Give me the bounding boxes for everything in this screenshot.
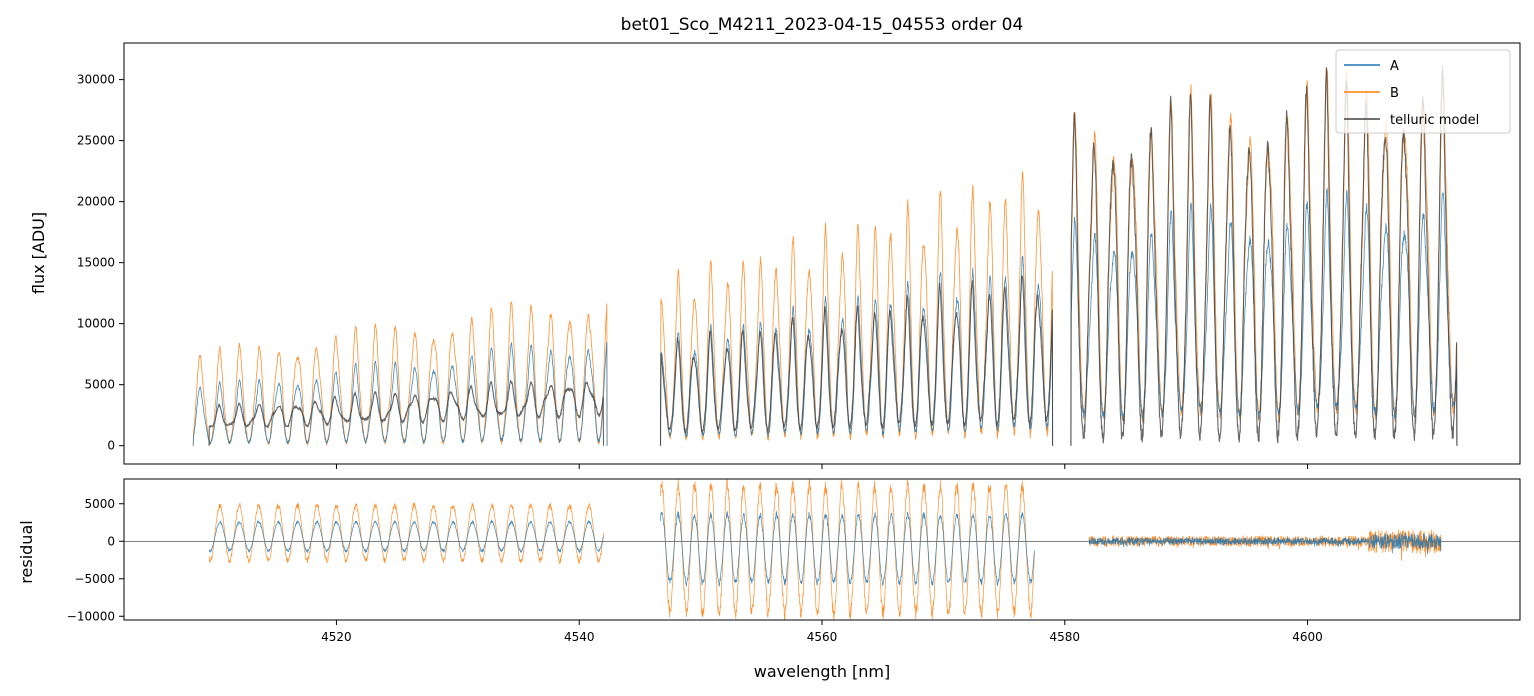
residual-b-segment-2 xyxy=(660,479,1035,620)
bottom-x-tick-label: 4540 xyxy=(564,630,595,644)
bottom-x-tick-label: 4560 xyxy=(807,630,838,644)
top-y-axis-label: flux [ADU] xyxy=(29,212,48,294)
top-y-tick-label: 10000 xyxy=(77,317,115,331)
bottom-y-axis-label: residual xyxy=(17,520,36,583)
series-b-segment-2 xyxy=(660,171,1053,446)
top-y-tick-label: 5000 xyxy=(84,378,115,392)
top-plot-area xyxy=(192,65,1458,447)
top-panel: 0 5000 10000 15000 20000 25000 30000 flux [ADU… xyxy=(29,42,1521,469)
bottom-x-tick-label: 4600 xyxy=(1292,630,1323,644)
top-y-tick-label: 0 xyxy=(107,439,115,453)
legend-frame xyxy=(1335,49,1511,134)
chart-title: bet01_Sco_M4211_2023-04-15_04553 order 0… xyxy=(621,15,1024,35)
legend: A B telluric model xyxy=(1335,49,1511,134)
top-y-tick-label: 25000 xyxy=(77,134,115,148)
bottom-y-tick-label: −5000 xyxy=(74,572,115,586)
x-axis-label: wavelength [nm] xyxy=(754,662,891,681)
top-y-tick-label: 20000 xyxy=(77,195,115,209)
legend-label-a: A xyxy=(1390,59,1399,74)
top-x-axis xyxy=(335,464,1309,469)
residual-a-segment-2 xyxy=(660,510,1035,587)
bottom-y-tick-label: 5000 xyxy=(84,497,115,511)
top-y-axis: 0 5000 10000 15000 20000 25000 30000 xyxy=(77,73,124,453)
bottom-y-tick-label: 0 xyxy=(107,534,115,548)
series-telluric-model-segment-1 xyxy=(208,379,605,446)
series-telluric-model-segment-2 xyxy=(659,275,1054,446)
bottom-x-tick-label: 4580 xyxy=(1050,630,1081,644)
series-telluric-model-segment-3 xyxy=(1070,65,1458,446)
legend-label-b: B xyxy=(1390,86,1399,101)
legend-label-telluric: telluric model xyxy=(1390,113,1479,128)
bottom-y-axis: −10000 −5000 0 5000 xyxy=(67,497,124,623)
series-b-segment-1 xyxy=(192,301,608,447)
bottom-plot-area xyxy=(208,479,1442,620)
bottom-panel: −10000 −5000 0 5000 4520 4540 4560 4580 4600 re… xyxy=(17,478,1521,681)
top-y-tick-label: 15000 xyxy=(77,256,115,270)
residual-a-segment-3 xyxy=(1088,532,1442,555)
top-y-tick-label: 30000 xyxy=(77,73,115,87)
bottom-x-tick-label: 4520 xyxy=(321,630,352,644)
bottom-y-tick-label: −10000 xyxy=(67,609,115,623)
bottom-x-axis: 4520 4540 4560 4580 4600 xyxy=(321,620,1323,644)
residual-b-segment-1 xyxy=(208,502,604,565)
series-a-segment-3 xyxy=(1070,187,1458,446)
residual-a-segment-1 xyxy=(208,519,604,554)
